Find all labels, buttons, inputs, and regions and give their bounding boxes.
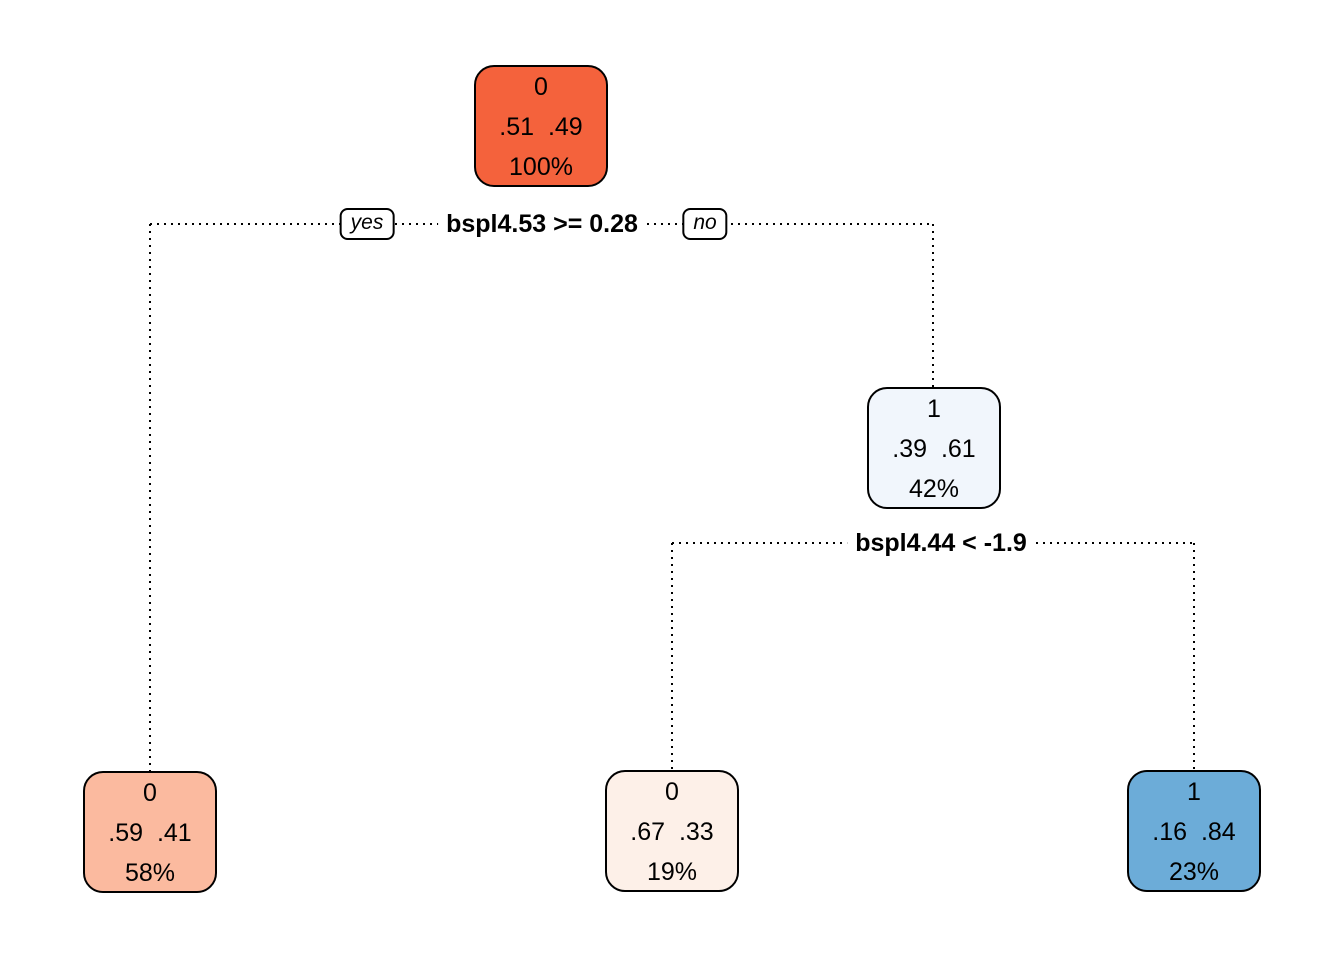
tree-node-leaf-left: 0 .59 .41 58% (83, 771, 217, 893)
edge-split2-left-vertical (671, 543, 673, 770)
node-coverage: 58% (124, 859, 176, 887)
node-probabilities: .39 .61 (892, 435, 976, 463)
node-class-label: 0 (534, 73, 548, 101)
node-coverage: 100% (509, 153, 573, 181)
split-condition-1: bspl4.53 >= 0.28 (438, 209, 646, 239)
node-class-label: 1 (927, 395, 941, 423)
node-coverage: 42% (908, 475, 960, 503)
node-class-label: 0 (143, 779, 157, 807)
tree-node-root: 0 .51 .49 100% (474, 65, 608, 187)
node-class-label: 0 (665, 778, 679, 806)
node-probabilities: .16 .84 (1152, 818, 1236, 846)
edge-no-vertical (932, 224, 934, 388)
node-class-label: 1 (1187, 778, 1201, 806)
tree-node-leaf-middle: 0 .67 .33 19% (605, 770, 739, 892)
yes-branch-label: yes (339, 208, 395, 240)
edge-yes-vertical (149, 224, 151, 771)
tree-node-internal: 1 .39 .61 42% (867, 387, 1001, 509)
node-probabilities: .67 .33 (630, 818, 714, 846)
edge-split2-right-vertical (1193, 543, 1195, 770)
node-probabilities: .51 .49 (499, 113, 583, 141)
no-branch-label: no (682, 208, 728, 240)
node-coverage: 23% (1168, 858, 1220, 886)
split-condition-2: bspl4.44 < -1.9 (847, 528, 1035, 558)
tree-node-leaf-right: 1 .16 .84 23% (1127, 770, 1261, 892)
node-coverage: 19% (646, 858, 698, 886)
node-probabilities: .59 .41 (108, 819, 192, 847)
